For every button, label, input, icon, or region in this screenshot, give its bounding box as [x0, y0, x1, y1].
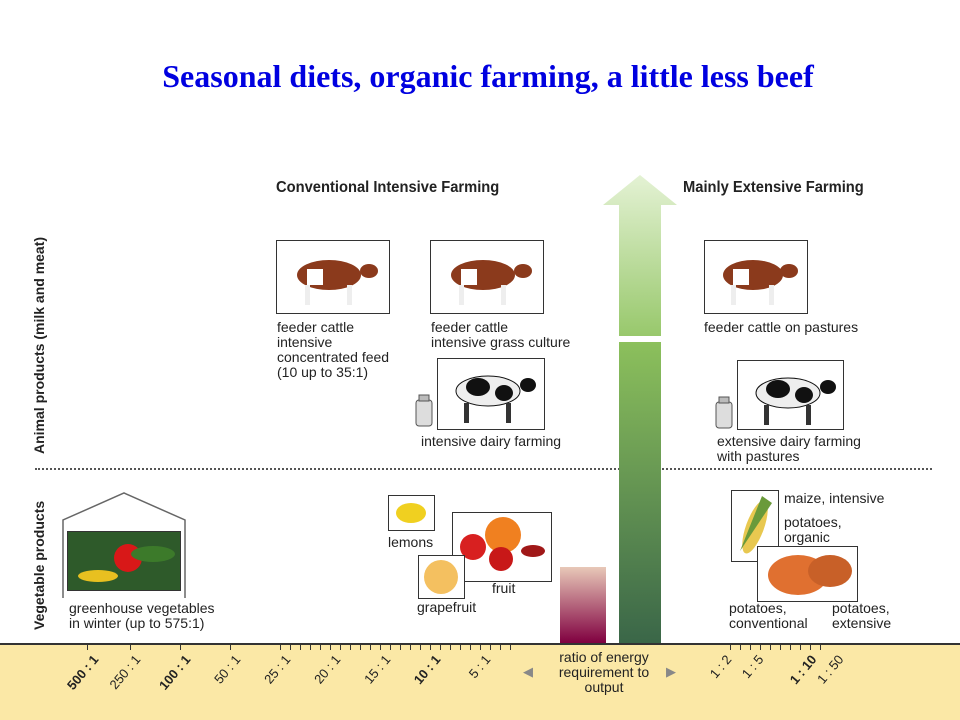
axis-tick-mark [470, 644, 471, 650]
row-label-vegetable: Vegetable products [31, 500, 47, 630]
caption-potatoes-extensive: potatoes, extensive [832, 600, 892, 631]
caption-maize: maize, intensive [784, 490, 885, 506]
caption-dairy-intensive: intensive dairy farming [421, 433, 562, 449]
axis-tick-mark [420, 644, 421, 650]
axis-label: ratio of energy requirement to output [558, 649, 650, 695]
axis-tick-mark [280, 644, 281, 650]
axis-tick-mark [480, 644, 481, 650]
arrow-right-icon: ▶ [666, 664, 676, 679]
axis-tick-mark [230, 644, 231, 650]
caption-fruit: fruit [492, 580, 516, 596]
ratio-axis [0, 643, 960, 720]
axis-tick-mark [430, 644, 431, 650]
axis-tick-mark [760, 644, 761, 650]
fruit-image [452, 512, 552, 582]
grapefruit-image [418, 555, 465, 599]
cow-image [430, 240, 544, 314]
axis-tick-mark [410, 644, 411, 650]
axis-tick-mark [740, 644, 741, 650]
caption-potatoes-organic: potatoes, organic [784, 514, 842, 545]
axis-tick-mark [360, 644, 361, 650]
energy-output-arrow [603, 175, 677, 644]
axis-tick-mark [450, 644, 451, 650]
milk-can-icon [715, 396, 733, 429]
energy-input-bar [560, 567, 606, 643]
axis-tick-mark [730, 644, 731, 650]
potatoes-image [757, 546, 858, 602]
axis-tick-mark [780, 644, 781, 650]
axis-tick-mark [330, 644, 331, 650]
slide-title: Seasonal diets, organic farming, a littl… [162, 58, 814, 94]
axis-tick-mark [400, 644, 401, 650]
axis-tick-mark [770, 644, 771, 650]
axis-tick-mark [500, 644, 501, 650]
row-label-animal: Animal products (milk and meat) [31, 236, 47, 454]
axis-tick-mark [820, 644, 821, 650]
dairy-cow-image [437, 358, 545, 430]
milk-can-icon [415, 394, 433, 427]
axis-tick-mark [510, 644, 511, 650]
axis-tick-mark [320, 644, 321, 650]
axis-tick-mark [390, 644, 391, 650]
axis-tick-mark [310, 644, 311, 650]
axis-tick-mark [130, 644, 131, 650]
axis-tick-mark [490, 644, 491, 650]
axis-tick-mark [750, 644, 751, 650]
lemons-image [388, 495, 435, 531]
axis-tick-mark [440, 644, 441, 650]
axis-tick-mark [810, 644, 811, 650]
axis-tick-mark [87, 644, 88, 650]
axis-tick-mark [370, 644, 371, 650]
cow-image [276, 240, 390, 314]
caption-lemons: lemons [388, 534, 434, 550]
axis-tick-mark [350, 644, 351, 650]
axis-tick-mark [460, 644, 461, 650]
caption-dairy-extensive: extensive dairy farming with pastures [717, 433, 861, 464]
caption-potatoes-conventional: potatoes, conventional [729, 600, 808, 631]
axis-tick-mark [290, 644, 291, 650]
caption-feeder-grass: feeder cattle intensive grass culture [431, 319, 571, 350]
axis-tick-mark [790, 644, 791, 650]
arrow-left-icon: ◀ [523, 664, 533, 679]
axis-tick-mark [300, 644, 301, 650]
greenhouse-vegetables-image [67, 531, 181, 591]
header-extensive: Mainly Extensive Farming [683, 179, 864, 196]
axis-tick-mark [340, 644, 341, 650]
axis-tick-mark [180, 644, 181, 650]
cow-image [704, 240, 808, 314]
axis-tick-mark [380, 644, 381, 650]
axis-tick-mark [800, 644, 801, 650]
row-divider [35, 468, 932, 470]
caption-feeder-pastures: feeder cattle on pastures [704, 319, 859, 335]
dairy-cow-image [737, 360, 844, 430]
greenhouse-icon [62, 492, 186, 598]
header-conventional: Conventional Intensive Farming [276, 179, 500, 196]
caption-greenhouse: greenhouse vegetables in winter (up to 5… [69, 600, 215, 631]
caption-feeder-intensive-feed: feeder cattle intensive concentrated fee… [277, 319, 390, 380]
caption-grapefruit: grapefruit [417, 599, 477, 615]
